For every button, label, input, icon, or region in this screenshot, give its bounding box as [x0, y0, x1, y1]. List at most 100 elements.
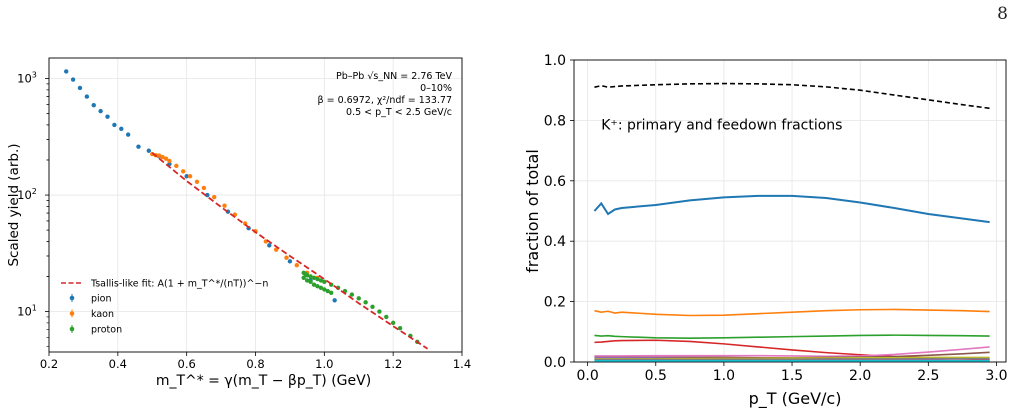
fit-line: [151, 152, 429, 350]
x-axis-label: p_T (GeV/c): [749, 389, 842, 409]
x-tick-label: 1.0: [713, 368, 735, 384]
data-point-kaon: [294, 263, 299, 268]
y-axis-label: Scaled yield (arb.): [6, 143, 22, 266]
data-point-proton: [329, 290, 334, 295]
data-point-kaon: [222, 203, 227, 208]
data-point-pion: [112, 122, 117, 128]
x-tick-label: 1.4: [453, 357, 471, 371]
x-tick-label: 0.8: [246, 357, 264, 371]
y-tick-label: 0.8: [544, 113, 566, 129]
x-tick-label: 3.0: [985, 368, 1007, 384]
data-point-pion: [125, 132, 131, 137]
data-point-proton: [311, 282, 317, 287]
series-lines: [593, 82, 990, 362]
data-point-proton: [322, 287, 327, 292]
y-tick-label: 0.0: [544, 355, 566, 371]
data-point-pion: [105, 114, 110, 119]
data-point-pion: [146, 148, 152, 153]
x-tick-label: 1.2: [384, 357, 402, 371]
data-point-proton: [304, 278, 310, 283]
data-point-proton: [325, 288, 330, 294]
x-tick-label: 0.5: [645, 368, 667, 384]
page-number: 8: [997, 4, 1008, 24]
data-point-proton: [397, 326, 403, 331]
data-point-proton: [304, 273, 310, 278]
data-point-proton: [311, 275, 317, 280]
data-point-pion: [332, 298, 337, 303]
data-point-kaon: [167, 158, 172, 164]
data-point-kaon: [284, 255, 289, 260]
x-tick-label: 0.6: [178, 357, 196, 371]
annotation-line: 0.5 < p_T < 2.5 GeV/c: [346, 107, 452, 118]
legend-fit-label: Tsallis-like fit: A(1 + m_T^*/(nT))^−n: [90, 279, 268, 290]
data-point-pion: [205, 192, 210, 198]
legend-marker: [69, 311, 75, 316]
annotation-line: β = 0.6972, χ²/ndf = 133.77: [318, 95, 452, 106]
x-tick-label: 1.0: [315, 357, 333, 371]
x-tick-label: 1.5: [781, 368, 803, 384]
data-point-proton: [390, 320, 396, 326]
annotation: K⁺: primary and feedown fractions: [601, 117, 842, 133]
data-point-proton: [322, 279, 327, 285]
legend-marker: [69, 326, 75, 332]
data-point-proton: [318, 285, 324, 291]
data-point-kaon: [194, 179, 200, 184]
data-point-kaon: [174, 163, 179, 169]
legend-label-kaon: kaon: [91, 309, 114, 320]
data-point-proton: [315, 284, 320, 289]
data-point-pion: [267, 243, 272, 248]
data-point-proton: [349, 292, 355, 297]
legend-marker: [69, 295, 75, 301]
data-point-kaon: [181, 169, 186, 174]
x-tick-label: 2.5: [917, 368, 939, 384]
x-tick-label: 0.0: [576, 368, 598, 384]
data-point-pion: [91, 103, 96, 108]
data-point-proton: [318, 278, 324, 283]
data-point-proton: [377, 309, 382, 314]
y-tick-label: 0.4: [544, 234, 566, 250]
data-point-pion: [84, 94, 90, 99]
series-line: [593, 194, 990, 224]
data-point-kaon: [187, 174, 193, 179]
data-point-kaon: [212, 194, 217, 200]
data-point-proton: [370, 304, 375, 309]
data-point-proton: [308, 279, 313, 285]
legend-label-pion: pion: [91, 294, 112, 305]
x-tick-label: 2.0: [849, 368, 871, 384]
series-line: [594, 334, 990, 339]
data-point-proton: [384, 314, 389, 320]
data-point-proton: [315, 276, 320, 282]
data-point-pion: [119, 126, 124, 132]
y-axis-label: fraction of total: [523, 149, 542, 273]
data-point-proton: [356, 296, 361, 301]
data-point-pion: [77, 85, 83, 91]
legend-label-proton: proton: [91, 325, 122, 336]
data-point-pion: [136, 144, 141, 149]
data-point-kaon: [201, 185, 207, 191]
y-tick-label: 0.6: [544, 174, 566, 190]
series-line: [594, 82, 990, 110]
annotation-line: Pb–Pb √s_NN = 2.76 TeV: [336, 71, 452, 82]
x-axis-label: m_T^* = γ(m_T − βp_T) (GeV): [156, 373, 371, 389]
x-tick-label: 0.4: [109, 357, 127, 371]
data-point-pion: [287, 259, 293, 264]
data-point-proton: [301, 275, 306, 280]
data-point-pion: [64, 69, 69, 74]
data-point-pion: [98, 108, 103, 114]
data-point-proton: [363, 300, 368, 305]
data-points: [64, 69, 429, 350]
data-point-kaon: [273, 247, 279, 252]
data-point-kaon: [160, 154, 165, 160]
data-point-pion: [70, 77, 76, 82]
series-line: [594, 346, 990, 358]
y-tick-label: 0.2: [544, 295, 566, 311]
data-point-kaon: [163, 156, 169, 161]
data-point-pion: [184, 174, 189, 179]
plot-frame: [573, 59, 1007, 363]
y-tick-label: 1.0: [544, 53, 566, 69]
x-tick-label: 0.2: [40, 357, 58, 371]
data-point-proton: [308, 274, 313, 279]
series-line: [594, 357, 990, 361]
